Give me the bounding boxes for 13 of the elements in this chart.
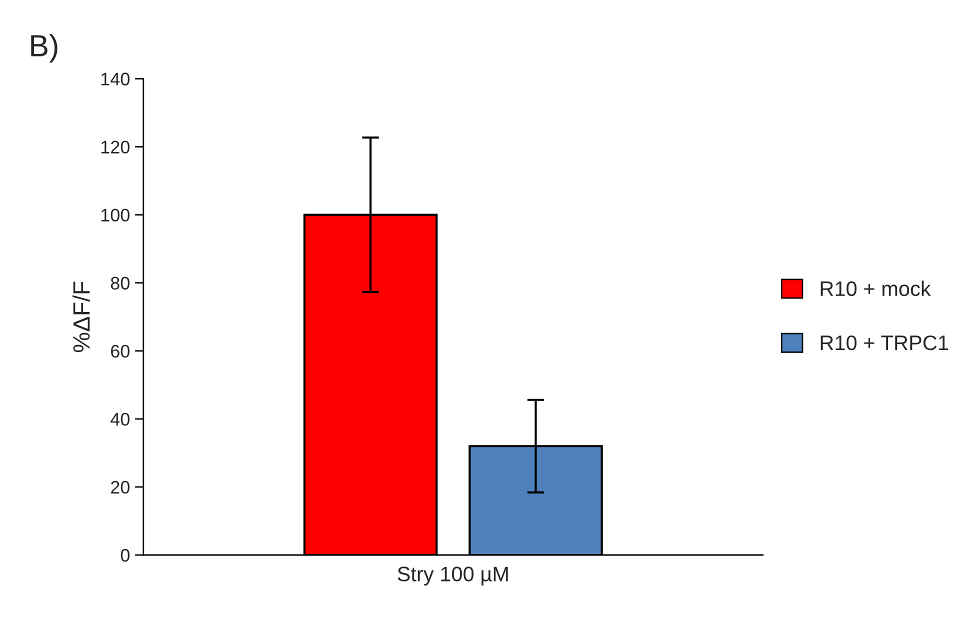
y-tick-label: 20 bbox=[111, 480, 130, 494]
y-axis-title: %ΔF/F bbox=[72, 282, 90, 352]
legend-label: R10 + TRPC1 bbox=[820, 335, 948, 350]
legend-label: R10 + mock bbox=[820, 280, 931, 296]
x-tick-label: Stry 100 µM bbox=[398, 566, 508, 586]
y-tick-label: 80 bbox=[110, 276, 130, 290]
chart-title: B) bbox=[31, 34, 58, 63]
y-tick-label: 0 bbox=[120, 548, 130, 562]
y-tick-label: 140 bbox=[101, 72, 130, 86]
y-tick-label: 100 bbox=[101, 208, 130, 222]
y-tick-label: 40 bbox=[110, 412, 130, 426]
y-tick-label: 60 bbox=[111, 344, 130, 358]
y-tick-label: 120 bbox=[101, 140, 130, 154]
